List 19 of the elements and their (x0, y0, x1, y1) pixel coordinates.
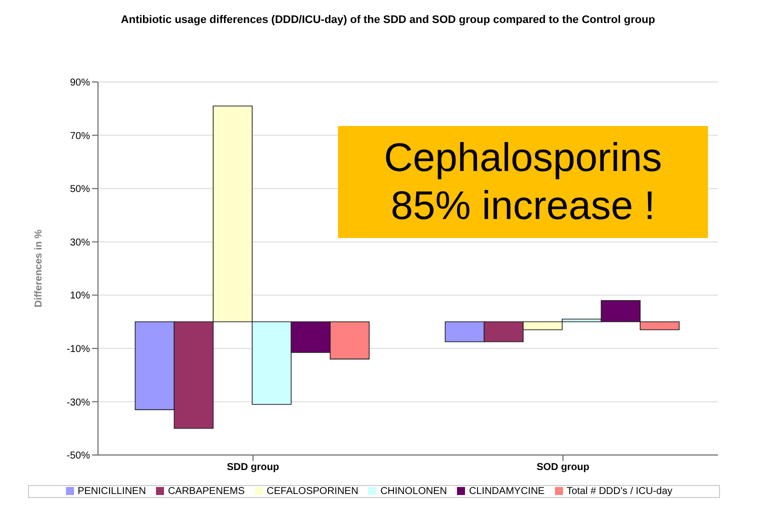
y-tick-label: 70% (70, 130, 90, 142)
y-tick-label: -50% (66, 450, 90, 462)
legend-label: CARBAPENEMS (168, 486, 245, 497)
y-tick-label: 30% (70, 237, 90, 248)
x-tick-label: SOD group (536, 462, 590, 474)
legend-label: Total # DDD's / ICU-day (566, 486, 672, 497)
legend-label: CHINOLONEN (380, 486, 448, 497)
y-tick-label: -30% (66, 397, 90, 408)
y-tick-label: -10% (66, 344, 90, 355)
y-axis-title: Differences in % (34, 229, 45, 308)
chart-title: Antibiotic usage differences (DDD/ICU-day) of the SDD and SOD group compared to the Control group (120, 14, 656, 26)
legend-label: PENICILLINEN (78, 486, 146, 497)
y-tick-label: 50% (70, 184, 90, 196)
y-tick-label: 10% (70, 290, 90, 302)
legend-label: CEFALOSPORINEN (266, 486, 358, 497)
legend-label: CLINDAMYCINE (469, 486, 545, 497)
annotation: Cephalosporins 85% increase ! (338, 126, 708, 238)
y-tick-label: 90% (70, 78, 90, 89)
x-tick-label: SDD group (226, 462, 280, 474)
